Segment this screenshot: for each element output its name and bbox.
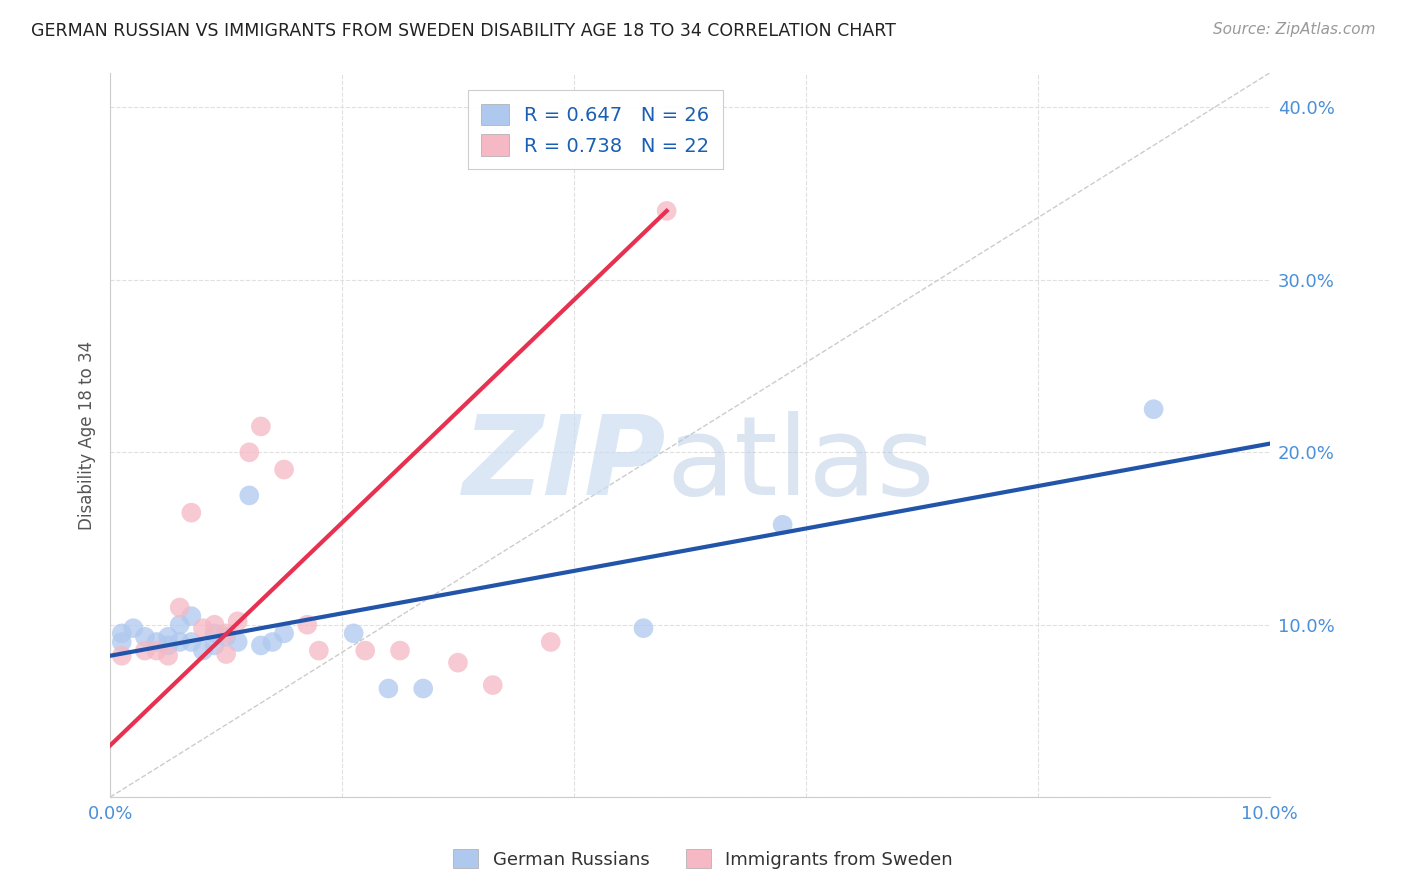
Point: [447, 656, 470, 670]
Point: [238, 445, 260, 459]
Point: [180, 635, 202, 649]
Point: [134, 630, 156, 644]
Point: [250, 639, 273, 653]
Point: [180, 609, 202, 624]
Point: [377, 681, 399, 696]
Point: [111, 626, 134, 640]
Text: atlas: atlas: [666, 410, 935, 517]
Legend: R = 0.647   N = 26, R = 0.738   N = 22: R = 0.647 N = 26, R = 0.738 N = 22: [468, 90, 723, 169]
Point: [633, 621, 655, 635]
Point: [238, 488, 260, 502]
Point: [250, 419, 273, 434]
Point: [204, 626, 226, 640]
Point: [273, 626, 295, 640]
Point: [215, 626, 238, 640]
Point: [262, 635, 284, 649]
Text: ZIP: ZIP: [463, 410, 666, 517]
Point: [772, 517, 794, 532]
Point: [204, 639, 226, 653]
Point: [111, 635, 134, 649]
Point: [354, 643, 377, 657]
Point: [297, 617, 319, 632]
Point: [145, 643, 167, 657]
Point: [226, 635, 249, 649]
Point: [273, 462, 295, 476]
Text: Source: ZipAtlas.com: Source: ZipAtlas.com: [1212, 22, 1375, 37]
Point: [412, 681, 434, 696]
Point: [308, 643, 330, 657]
Point: [655, 203, 678, 218]
Point: [134, 643, 156, 657]
Point: [169, 600, 191, 615]
Point: [540, 635, 562, 649]
Point: [215, 630, 238, 644]
Point: [1142, 402, 1164, 417]
Point: [389, 643, 412, 657]
Point: [481, 678, 503, 692]
Point: [191, 621, 214, 635]
Point: [122, 621, 145, 635]
Point: [343, 626, 366, 640]
Point: [180, 506, 202, 520]
Point: [191, 643, 214, 657]
Point: [169, 635, 191, 649]
Text: GERMAN RUSSIAN VS IMMIGRANTS FROM SWEDEN DISABILITY AGE 18 TO 34 CORRELATION CHA: GERMAN RUSSIAN VS IMMIGRANTS FROM SWEDEN…: [31, 22, 896, 40]
Point: [145, 635, 167, 649]
Point: [111, 648, 134, 663]
Point: [204, 617, 226, 632]
Point: [169, 617, 191, 632]
Y-axis label: Disability Age 18 to 34: Disability Age 18 to 34: [79, 341, 96, 530]
Point: [226, 614, 249, 628]
Legend: German Russians, Immigrants from Sweden: German Russians, Immigrants from Sweden: [446, 842, 960, 876]
Point: [157, 648, 180, 663]
Point: [157, 639, 180, 653]
Point: [215, 647, 238, 661]
Point: [157, 630, 180, 644]
